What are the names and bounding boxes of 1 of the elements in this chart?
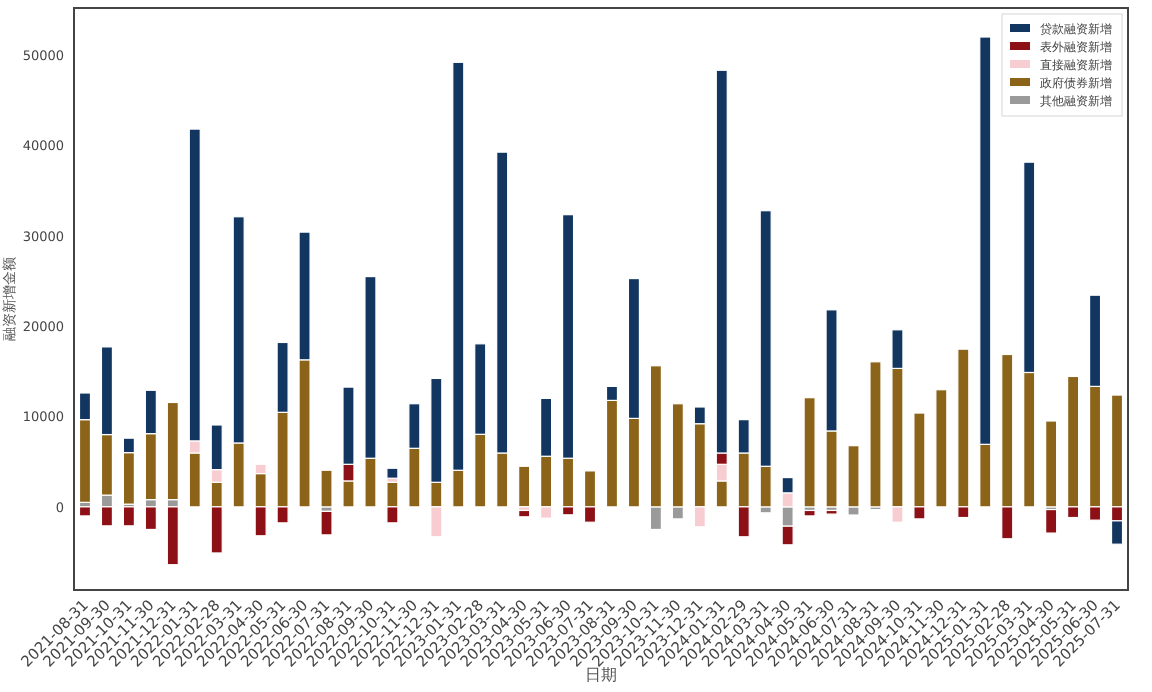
x-axis-title: 日期 (585, 666, 617, 684)
